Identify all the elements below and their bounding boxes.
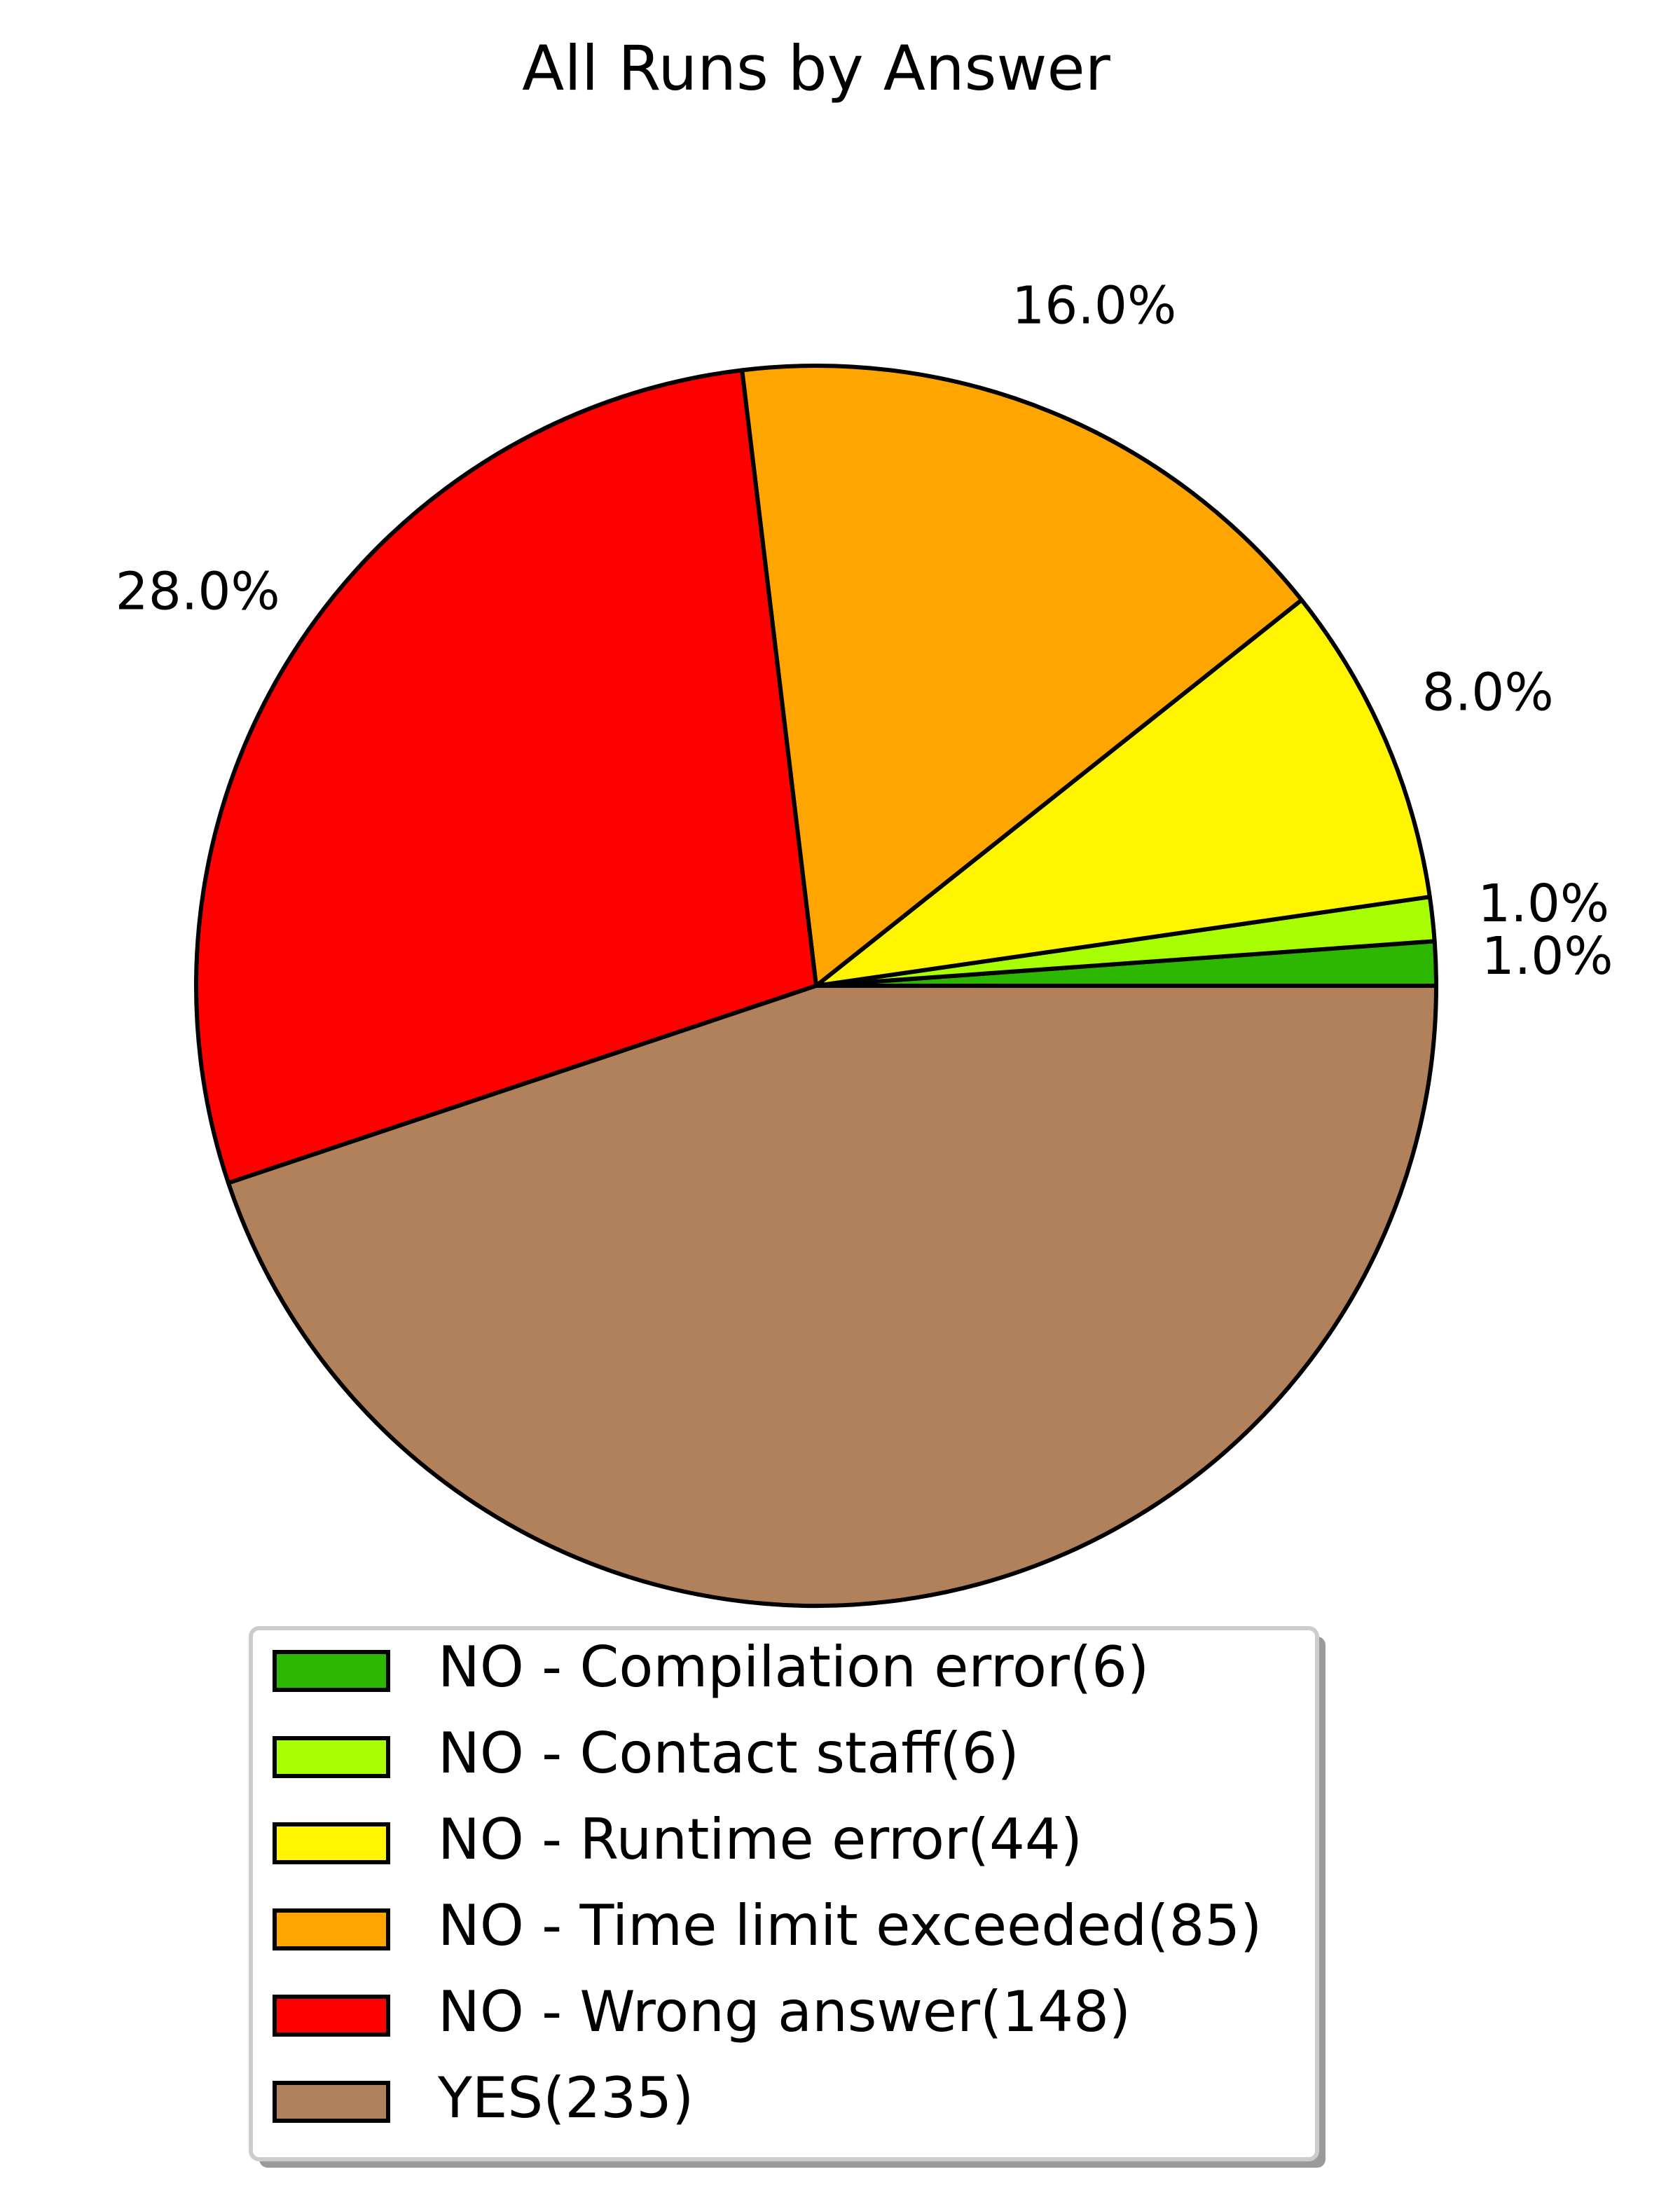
- percent-labels: 1.0%1.0% 8.0% 16.0% 28.0%: [116, 275, 1613, 986]
- legend-swatch: [273, 1908, 390, 1950]
- legend-label: NO - Compilation error(6): [438, 1635, 1149, 1700]
- legend-items: NO - Compilation error(6) NO - Contact st…: [273, 1635, 1262, 2131]
- pie-slice: [226, 984, 1438, 1608]
- pie-slice: [740, 364, 1304, 988]
- legend-swatch: [273, 1736, 390, 1778]
- legend-label: NO - Runtime error(44): [438, 1807, 1082, 1872]
- legend-label: YES(235): [437, 2065, 694, 2131]
- slice-percent-label: 1.0%: [1482, 926, 1613, 986]
- legend-swatch: [273, 1995, 390, 2037]
- legend-swatch: [273, 1650, 390, 1692]
- legend-swatch: [273, 2081, 390, 2123]
- pie-slice: [194, 368, 818, 1185]
- slice-percent-label: 28.0%: [116, 562, 280, 622]
- legend-label: NO - Time limit exceeded(85): [438, 1893, 1262, 1958]
- slice-percent-label: 8.0%: [1422, 662, 1554, 722]
- chart-title: All Runs by Answer: [522, 32, 1110, 104]
- slice-percent-label: 1.0%: [1478, 874, 1609, 934]
- legend-frame: [249, 1626, 1319, 2161]
- legend-label: NO - Wrong answer(148): [438, 1979, 1131, 2044]
- pie-slices: [194, 364, 1438, 1608]
- legend-label: NO - Contact staff(6): [438, 1721, 1019, 1786]
- slice-percent-label: 16.0%: [1012, 275, 1176, 336]
- legend-swatch: [273, 1822, 390, 1864]
- legend: NO - Compilation error(6) NO - Contact st…: [249, 1626, 1326, 2168]
- pie-slice: [814, 598, 1432, 988]
